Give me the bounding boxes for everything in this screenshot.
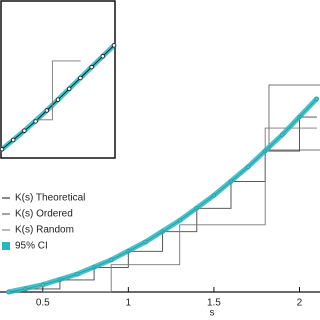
legend-label: K(s) Ordered bbox=[15, 209, 73, 220]
legend-swatch bbox=[2, 242, 10, 250]
x-tick-label: 2 bbox=[297, 298, 303, 309]
marker bbox=[10, 137, 16, 143]
legend-label: K(s) Random bbox=[15, 225, 74, 236]
ci-band bbox=[6, 96, 320, 295]
marker bbox=[100, 54, 105, 59]
legend-label: K(s) Theoretical bbox=[15, 193, 85, 204]
marker bbox=[0, 147, 5, 152]
marker bbox=[111, 43, 117, 48]
series-line bbox=[42, 127, 318, 293]
plot-area bbox=[0, 42, 117, 152]
legend-label: 95% CI bbox=[15, 241, 48, 252]
marker bbox=[66, 86, 72, 91]
marker bbox=[55, 97, 61, 102]
series-line bbox=[35, 60, 81, 121]
marker bbox=[44, 108, 49, 113]
marker bbox=[22, 128, 27, 133]
x-tick-label: 1 bbox=[126, 298, 132, 309]
zoom-box bbox=[268, 84, 320, 151]
x-axis-label: s bbox=[210, 308, 215, 319]
plot-area: 0.5 1 1.5 2 K(s) Theoretical K(s) Ordered K(s)… bbox=[2, 96, 320, 309]
marker bbox=[89, 64, 94, 70]
marker bbox=[78, 75, 83, 81]
x-tick-label: 1.5 bbox=[207, 298, 221, 309]
x-tick-label: 0.5 bbox=[36, 298, 50, 309]
